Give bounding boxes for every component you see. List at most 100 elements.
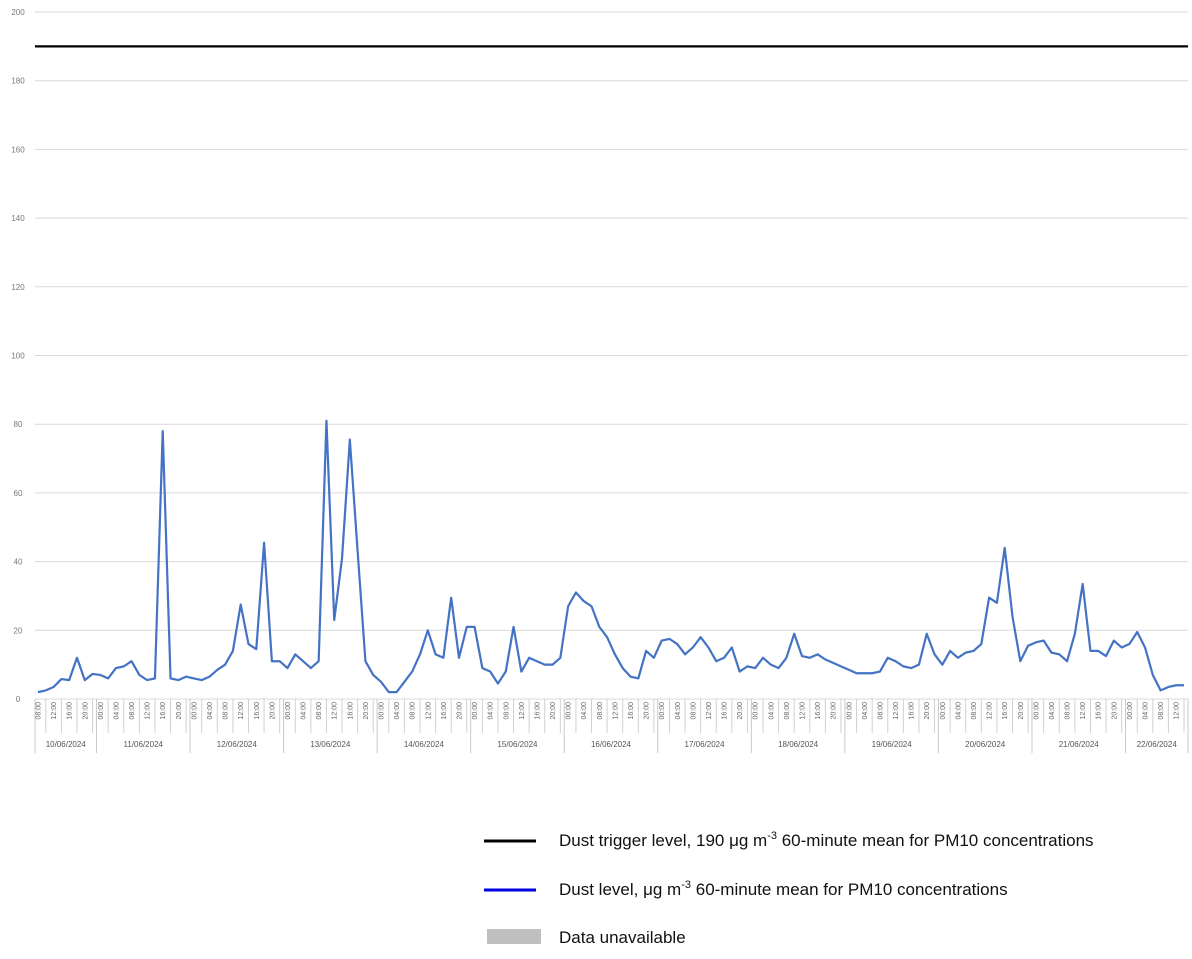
legend-label: Dust level, μg m-3 60-minute mean for PM… (559, 879, 1008, 899)
x-tick-label: 20:00 (269, 702, 276, 720)
day-label: 14/06/2024 (404, 740, 445, 749)
x-tick-label: 00:00 (98, 702, 105, 720)
x-tick-label: 08:00 (1065, 702, 1072, 720)
x-tick-label: 00:00 (566, 702, 573, 720)
dust-line (37, 419, 1184, 694)
x-tick-label: 16:00 (628, 702, 635, 720)
day-label: 11/06/2024 (124, 740, 164, 749)
x-tick-label: 00:00 (753, 702, 760, 720)
day-label: 22/06/2024 (1137, 740, 1178, 749)
x-tick-label: 00:00 (285, 702, 292, 720)
x-tick-label: 12:00 (332, 702, 339, 720)
x-tick-label: 12:00 (519, 702, 526, 720)
x-tick-label: 08:00 (36, 702, 43, 720)
x-tick-label: 20:00 (456, 702, 463, 720)
x-tick-label: 08:00 (1158, 702, 1165, 720)
x-tick-label: 08:00 (316, 702, 323, 720)
y-tick-label: 40 (14, 558, 23, 567)
x-tick-label: 04:00 (1049, 702, 1056, 720)
day-label: 20/06/2024 (965, 740, 1006, 749)
x-tick-label: 16:00 (534, 702, 541, 720)
x-tick-label: 00:00 (659, 702, 666, 720)
x-tick-label: 16:00 (160, 702, 167, 720)
x-tick-label: 16:00 (815, 702, 822, 720)
x-tick-label: 20:00 (644, 702, 651, 720)
x-tick-label: 04:00 (113, 702, 120, 720)
x-tick-label: 12:00 (1174, 702, 1181, 720)
x-tick-label: 08:00 (410, 702, 417, 720)
x-tick-label: 16:00 (441, 702, 448, 720)
x-tick-label: 00:00 (191, 702, 198, 720)
x-tick-label: 16:00 (254, 702, 261, 720)
x-tick-label: 12:00 (51, 702, 58, 720)
x-tick-label: 12:00 (1080, 702, 1087, 720)
x-tick-label: 08:00 (223, 702, 230, 720)
x-tick-label: 16:00 (347, 702, 354, 720)
x-tick-label: 08:00 (877, 702, 884, 720)
x-tick-label: 00:00 (1127, 702, 1134, 720)
x-tick-label: 04:00 (955, 702, 962, 720)
legend-text-part: 60-minute mean for PM10 concentrations (777, 831, 1094, 850)
x-tick-label: 04:00 (207, 702, 214, 720)
legend-label: Dust trigger level, 190 μg m-3 60-minute… (559, 830, 1094, 850)
legend-text-part: Dust level, μg m (559, 880, 681, 899)
x-tick-label: 04:00 (488, 702, 495, 720)
x-tick-label: 12:00 (238, 702, 245, 720)
x-tick-label: 12:00 (987, 702, 994, 720)
y-tick-label: 60 (14, 489, 23, 498)
x-tick-label: 20:00 (82, 702, 89, 720)
x-tick-label: 12:00 (612, 702, 619, 720)
x-tick-label: 08:00 (690, 702, 697, 720)
y-tick-label: 0 (16, 695, 21, 704)
day-label: 16/06/2024 (591, 740, 632, 749)
x-tick-label: 04:00 (862, 702, 869, 720)
x-tick-label: 04:00 (768, 702, 775, 720)
x-tick-label: 20:00 (550, 702, 557, 720)
x-tick-label: 00:00 (1033, 702, 1040, 720)
y-tick-label: 80 (14, 420, 23, 429)
day-label: 18/06/2024 (778, 740, 819, 749)
y-tick-label: 160 (11, 145, 25, 154)
x-tick-label: 20:00 (363, 702, 370, 720)
y-tick-label: 180 (11, 77, 25, 86)
x-tick-label: 08:00 (784, 702, 791, 720)
x-tick-label: 20:00 (176, 702, 183, 720)
x-tick-label: 00:00 (940, 702, 947, 720)
day-label: 13/06/2024 (310, 740, 351, 749)
y-tick-label: 20 (14, 626, 23, 635)
legend-text-part: Dust trigger level, 190 μg m (559, 831, 767, 850)
x-tick-label: 12:00 (800, 702, 807, 720)
x-tick-label: 04:00 (301, 702, 308, 720)
x-tick-label: 08:00 (971, 702, 978, 720)
x-tick-label: 20:00 (924, 702, 931, 720)
x-tick-label: 12:00 (893, 702, 900, 720)
x-tick-label: 16:00 (909, 702, 916, 720)
x-tick-label: 12:00 (145, 702, 152, 720)
x-tick-label: 16:00 (67, 702, 74, 720)
x-tick-label: 04:00 (394, 702, 401, 720)
x-tick-label: 20:00 (831, 702, 838, 720)
x-tick-label: 12:00 (425, 702, 432, 720)
x-tick-label: 04:00 (581, 702, 588, 720)
x-tick-label: 20:00 (1111, 702, 1118, 720)
x-tick-label: 20:00 (737, 702, 744, 720)
day-label: 17/06/2024 (685, 740, 726, 749)
legend-label: Data unavailable (559, 928, 686, 947)
legend-text-part: -3 (767, 830, 777, 842)
y-tick-label: 100 (11, 352, 25, 361)
x-tick-label: 20:00 (1018, 702, 1025, 720)
day-label: 15/06/2024 (497, 740, 538, 749)
x-tick-label: 08:00 (503, 702, 510, 720)
x-tick-label: 16:00 (722, 702, 729, 720)
day-label: 12/06/2024 (217, 740, 258, 749)
x-tick-label: 16:00 (1002, 702, 1009, 720)
x-tick-label: 00:00 (846, 702, 853, 720)
day-label: 21/06/2024 (1059, 740, 1100, 749)
y-tick-label: 200 (11, 8, 25, 17)
x-tick-label: 12:00 (706, 702, 713, 720)
x-tick-label: 16:00 (1096, 702, 1103, 720)
y-tick-label: 140 (11, 214, 25, 223)
x-tick-label: 00:00 (472, 702, 479, 720)
x-tick-label: 04:00 (675, 702, 682, 720)
